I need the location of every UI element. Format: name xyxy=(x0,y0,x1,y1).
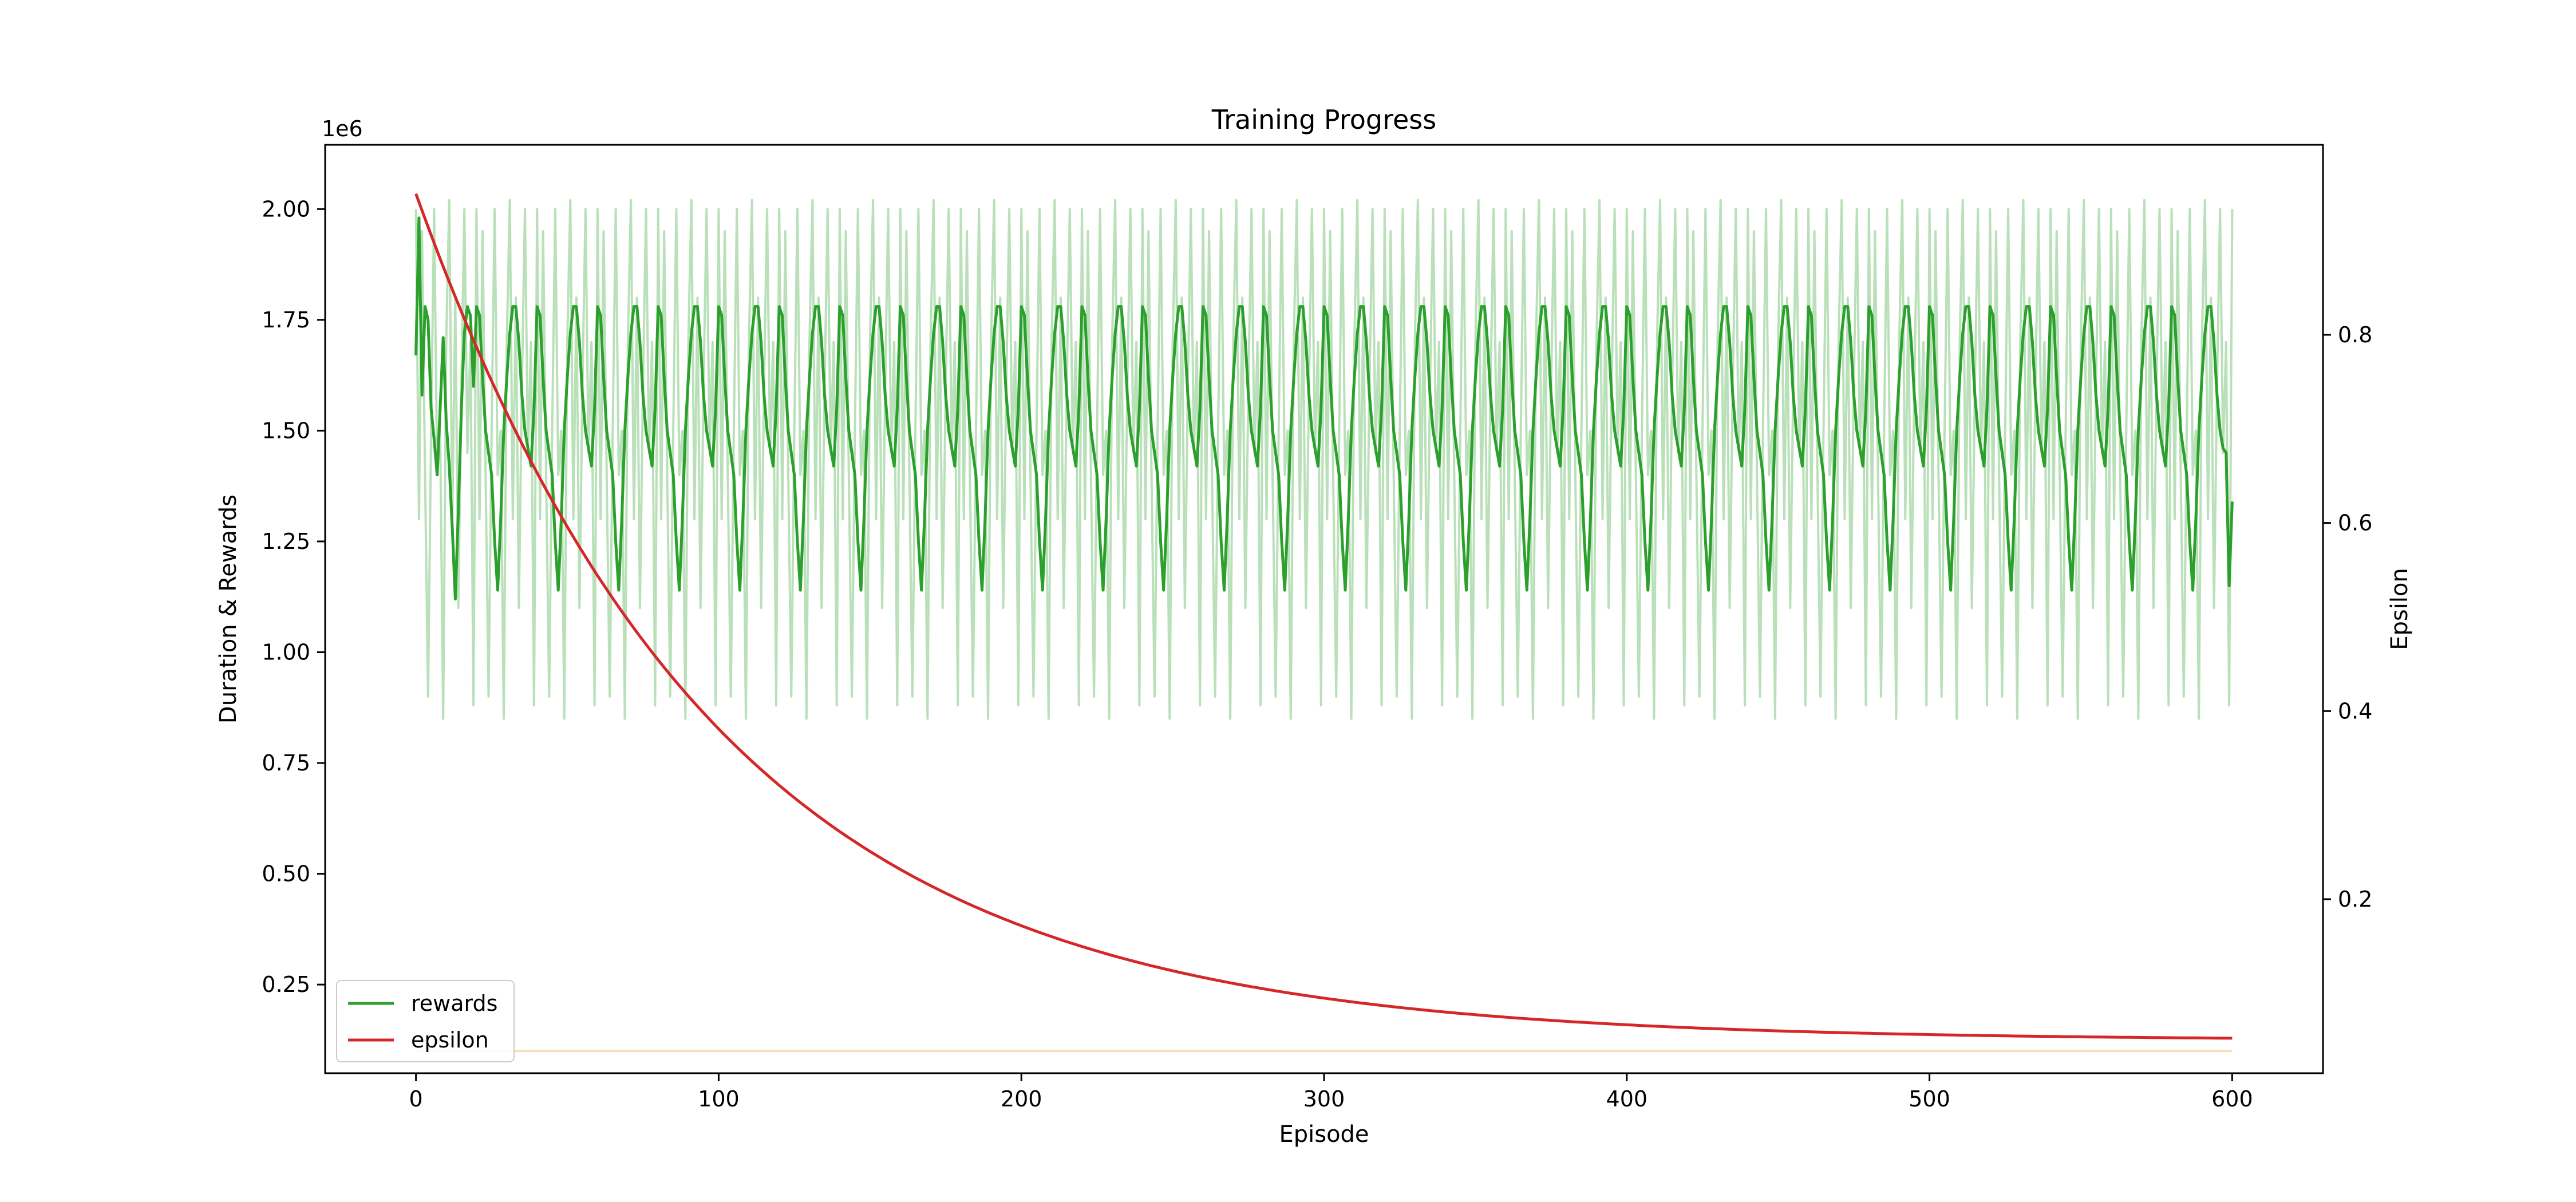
x-tick-label: 600 xyxy=(2211,1086,2253,1112)
epsilon-series-line xyxy=(414,193,2233,1040)
raw-rewards-series-line xyxy=(414,199,2234,720)
y-left-tick-label: 1.50 xyxy=(262,418,310,443)
legend: rewards epsilon xyxy=(336,980,515,1062)
x-tick-label: 300 xyxy=(1303,1086,1345,1112)
y-right-tick-label: 0.2 xyxy=(2338,887,2372,912)
x-tick-label: 200 xyxy=(1001,1086,1042,1112)
x-tick-label: 400 xyxy=(1606,1086,1648,1112)
x-axis-label: Episode xyxy=(1279,1121,1369,1148)
y-left-tick-label: 1.75 xyxy=(262,307,310,333)
y-right-tick-label: 0.4 xyxy=(2338,698,2372,723)
rewards-series-line xyxy=(414,216,2234,601)
y-right-tick-label: 0.8 xyxy=(2338,322,2372,347)
x-axis-ticks: 0 100 200 300 400 500 600 xyxy=(409,1073,2253,1112)
y-right-tick-label: 0.6 xyxy=(2338,511,2372,536)
y-left-axis-label: Duration & Rewards xyxy=(215,495,242,723)
y-left-tick-label: 0.50 xyxy=(262,861,310,887)
y-left-axis-ticks: 0.25 0.50 0.75 1.00 1.25 1.50 1.75 2.00 xyxy=(262,196,325,997)
x-tick-label: 0 xyxy=(409,1086,423,1112)
legend-rewards-label: rewards xyxy=(411,991,497,1016)
y-left-tick-label: 0.75 xyxy=(262,750,310,776)
y-left-tick-label: 0.25 xyxy=(262,972,310,997)
y-left-tick-label: 1.25 xyxy=(262,529,310,554)
x-tick-label: 100 xyxy=(698,1086,740,1112)
y-left-tick-label: 1.00 xyxy=(262,639,310,665)
y-left-tick-label: 2.00 xyxy=(262,196,310,222)
y-right-axis-label: Epsilon xyxy=(2387,568,2413,650)
y-left-offset-label: 1e6 xyxy=(322,116,363,141)
x-tick-label: 500 xyxy=(1909,1086,1950,1112)
y-right-axis-ticks: 0.2 0.4 0.6 0.8 xyxy=(2323,322,2372,912)
chart-title: Training Progress xyxy=(1211,104,1436,135)
series-layer xyxy=(414,193,2234,1053)
legend-epsilon-label: epsilon xyxy=(411,1027,489,1053)
